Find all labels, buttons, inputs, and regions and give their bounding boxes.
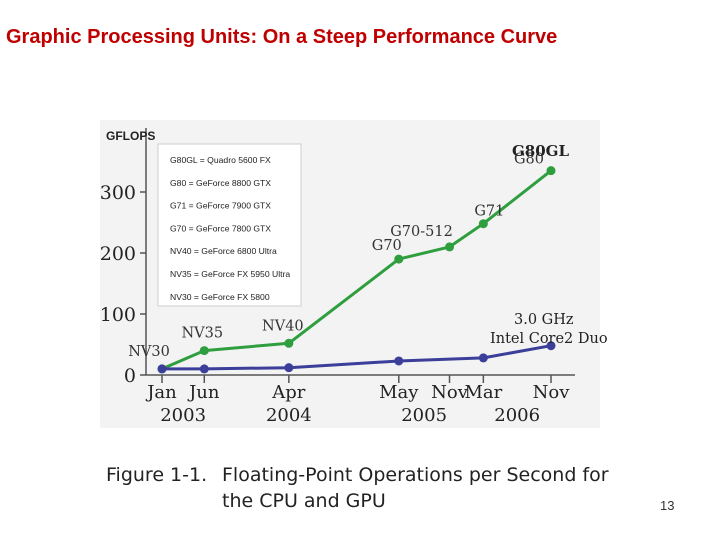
cpu-data-point <box>546 341 556 351</box>
y-tick-label: 100 <box>100 304 136 326</box>
cpu-series-line <box>162 344 552 371</box>
gpu-data-point <box>284 338 294 348</box>
legend-entry: NV30 = GeForce FX 5800 <box>170 292 270 302</box>
x-year-label: 2004 <box>266 405 312 426</box>
x-tick-label: May <box>379 382 419 403</box>
cpu-data-point <box>394 356 404 366</box>
figure-caption: Figure 1-1. Floating-Point Operations per… <box>106 462 622 514</box>
x-tick-label: Jan <box>145 382 177 403</box>
gpu-data-point <box>478 219 488 229</box>
x-tick-label: Apr <box>271 382 306 403</box>
legend-entry: G80GL = Quadro 5600 FX <box>170 155 271 165</box>
legend-box: G80GL = Quadro 5600 FX G80 = GeForce 8800… <box>157 143 302 307</box>
caption-text: Floating-Point Operations per Second for… <box>222 464 609 512</box>
chart-lines <box>157 166 556 374</box>
cpu-data-point <box>157 364 167 374</box>
gpu-data-point <box>445 242 455 252</box>
slide-title: Graphic Processing Units: On a Steep Per… <box>6 26 558 48</box>
x-year-label: 2005 <box>401 405 447 426</box>
legend-entry: NV40 = GeForce 6800 Ultra <box>170 246 277 256</box>
y-tick-label: 300 <box>100 182 136 204</box>
cpu-data-point <box>284 363 294 373</box>
cpu-data-point <box>478 353 488 363</box>
page-number: 13 <box>660 498 675 513</box>
x-tick-label: Nov <box>533 382 571 403</box>
cpu-frequency-label: 3.0 GHz <box>514 312 574 328</box>
gpu-data-point <box>546 166 556 176</box>
point-label: NV40 <box>262 318 304 334</box>
y-tick-label: 200 <box>100 243 136 265</box>
x-tick-label: Jun <box>187 382 220 403</box>
legend-entry: G80 = GeForce 8800 GTX <box>170 178 271 188</box>
x-tick-label: Mar <box>464 382 502 403</box>
caption-number: Figure 1-1. <box>106 464 208 486</box>
cpu-data-point <box>199 364 209 374</box>
legend-entry: G70 = GeForce 7800 GTX <box>170 223 271 233</box>
gpu-data-point <box>199 346 209 356</box>
x-year-label: 2006 <box>494 405 540 426</box>
g80gl-label: G80GL <box>512 142 569 160</box>
cpu-model-label: Intel Core2 Duo <box>490 331 608 347</box>
point-label: G70 <box>372 238 402 254</box>
y-tick-label: 0 <box>124 365 136 387</box>
x-year-label: 2003 <box>160 405 206 426</box>
x-tick-label: Nov <box>431 382 469 403</box>
point-label: G80 <box>514 152 544 168</box>
y-axis-label: GFLOPS <box>106 129 155 143</box>
gpu-data-point <box>394 254 404 264</box>
point-label: NV35 <box>181 326 223 342</box>
legend-entry: G71 = GeForce 7900 GTX <box>170 201 271 211</box>
point-label: G71 <box>474 204 504 220</box>
point-label: G70-512 <box>390 224 453 240</box>
legend-entry: NV35 = GeForce FX 5950 Ultra <box>170 269 290 279</box>
point-label: NV30 <box>128 344 170 360</box>
